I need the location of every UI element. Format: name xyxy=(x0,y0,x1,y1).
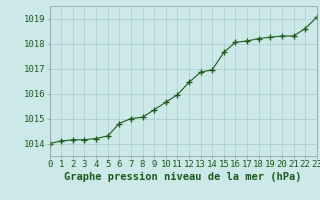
X-axis label: Graphe pression niveau de la mer (hPa): Graphe pression niveau de la mer (hPa) xyxy=(64,172,302,182)
